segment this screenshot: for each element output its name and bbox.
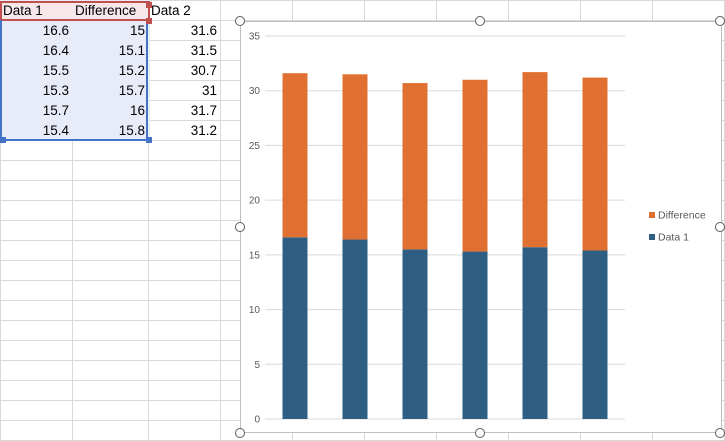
- cell[interactable]: 15.4: [42, 123, 69, 138]
- bar-data1[interactable]: [282, 237, 308, 419]
- selection-border-left: [0, 20, 2, 141]
- bar-difference[interactable]: [402, 83, 428, 250]
- y-tick-label: 25: [249, 141, 261, 152]
- cell[interactable]: 15.2: [118, 63, 145, 78]
- y-tick-label: 0: [254, 415, 260, 426]
- cell[interactable]: 31.7: [190, 103, 217, 118]
- y-tick-label: 5: [254, 360, 260, 371]
- bar-data1[interactable]: [522, 247, 548, 419]
- cell[interactable]: 15.5: [42, 63, 69, 78]
- cell[interactable]: 15.1: [118, 43, 145, 58]
- chart-resize-handle-left[interactable]: [235, 222, 245, 232]
- header-range-handle[interactable]: [146, 18, 152, 24]
- y-tick-label: 10: [249, 305, 261, 316]
- chart-resize-handle-bottom-right[interactable]: [715, 428, 725, 438]
- cell[interactable]: 30.7: [190, 63, 217, 78]
- cell[interactable]: 15: [129, 23, 145, 38]
- header-selection-fill: [0, 1, 150, 20]
- cell[interactable]: 15.7: [42, 103, 69, 118]
- legend-label: Data 1: [658, 232, 689, 244]
- stacked-column-chart[interactable]: 0 5 10 15 20 25 30 35 Difference Data 1: [240, 21, 722, 433]
- selection-border-bottom: [0, 139, 150, 141]
- cell[interactable]: 31.2: [190, 123, 217, 138]
- fill-handle[interactable]: [146, 137, 152, 143]
- legend-swatch: [649, 212, 655, 218]
- legend-label: Difference: [658, 210, 706, 222]
- chart-resize-handle-top[interactable]: [475, 16, 485, 26]
- y-tick-label: 35: [249, 32, 261, 43]
- header-data1[interactable]: Data 1: [3, 3, 43, 18]
- cell[interactable]: 31.5: [190, 43, 217, 58]
- header-range-border: [0, 1, 150, 21]
- chart-resize-handle-right[interactable]: [715, 222, 725, 232]
- cell[interactable]: 16.6: [42, 23, 69, 38]
- bar-data1[interactable]: [402, 249, 428, 419]
- chart-resize-handle-top-left[interactable]: [235, 16, 245, 26]
- selection-handle[interactable]: [0, 137, 6, 143]
- bar-data1[interactable]: [582, 250, 608, 419]
- bar-difference[interactable]: [582, 77, 608, 251]
- header-difference[interactable]: Difference: [75, 3, 137, 18]
- cell[interactable]: 15.7: [118, 83, 145, 98]
- cell[interactable]: 16.4: [42, 43, 69, 58]
- selection-fill: [0, 0, 150, 141]
- chart-resize-handle-bottom-left[interactable]: [235, 428, 245, 438]
- cell[interactable]: 31.6: [190, 23, 217, 38]
- chart-resize-handle-top-right[interactable]: [715, 16, 725, 26]
- legend-swatch: [649, 234, 655, 240]
- cell[interactable]: 15.3: [42, 83, 69, 98]
- cell[interactable]: 31: [201, 83, 217, 98]
- bar-data1[interactable]: [462, 251, 488, 419]
- selection-border-right: [146, 20, 148, 141]
- bar-data1[interactable]: [342, 239, 368, 419]
- y-tick-label: 30: [249, 86, 261, 97]
- header-range-handle[interactable]: [146, 2, 152, 8]
- cell[interactable]: 16: [129, 103, 145, 118]
- bar-difference[interactable]: [282, 73, 308, 238]
- header-data2[interactable]: Data 2: [151, 3, 191, 18]
- chart-resize-handle-bottom[interactable]: [475, 428, 485, 438]
- y-tick-label: 15: [249, 250, 261, 261]
- legend-item-data1[interactable]: Data 1: [649, 232, 689, 244]
- bar-difference[interactable]: [342, 74, 368, 240]
- bar-difference[interactable]: [522, 72, 548, 248]
- legend-item-difference[interactable]: Difference: [649, 210, 706, 222]
- y-tick-label: 20: [249, 196, 261, 207]
- cell[interactable]: 15.8: [118, 123, 145, 138]
- bar-difference[interactable]: [462, 79, 488, 252]
